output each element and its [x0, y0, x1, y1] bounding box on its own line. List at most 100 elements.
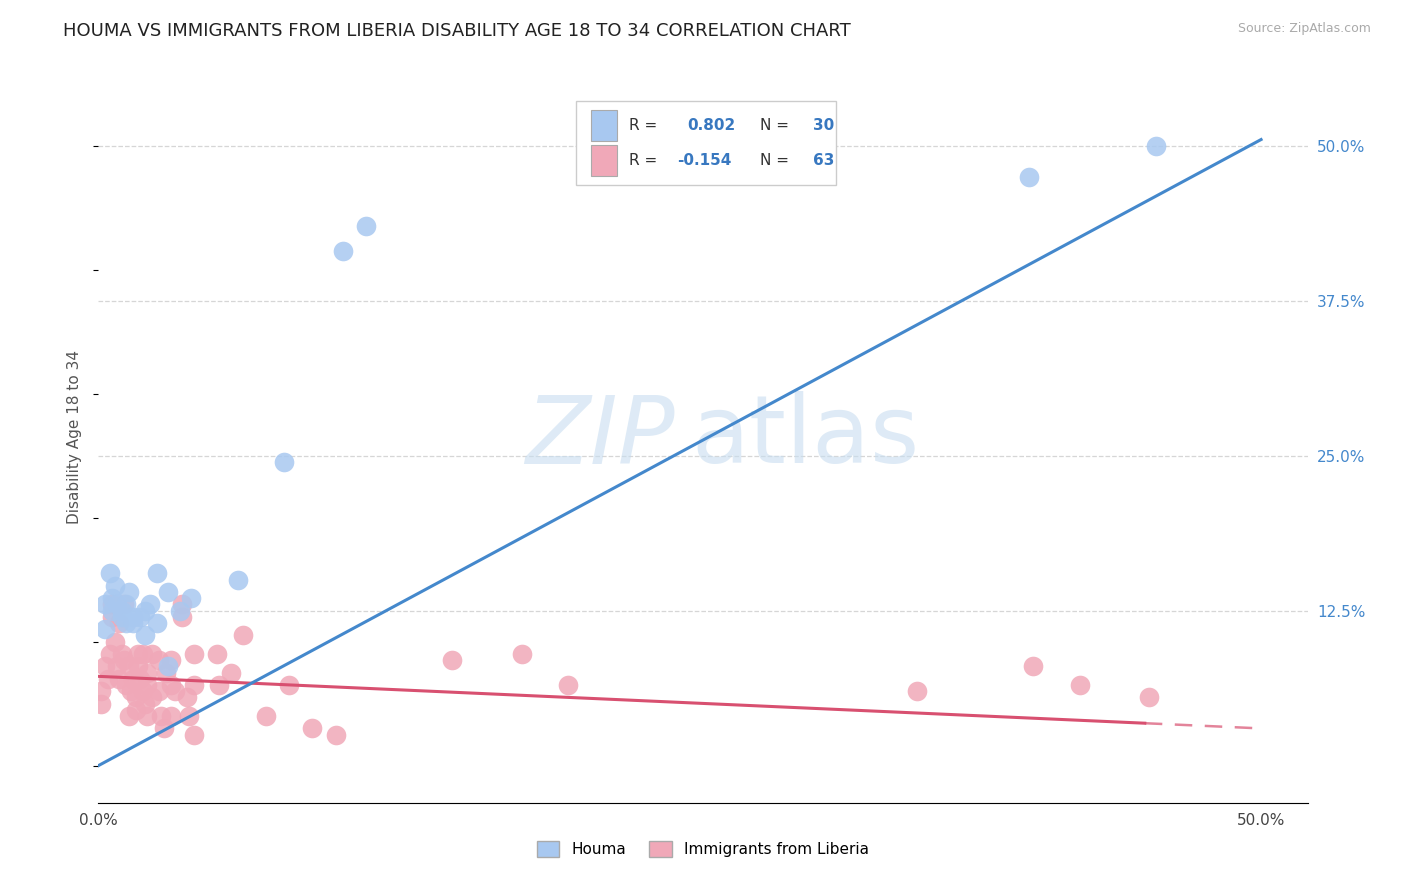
Point: [124, 703, 146, 717]
Point: [148, 653, 170, 667]
Point: [183, 728, 205, 742]
Point: [172, 610, 194, 624]
Point: [131, 647, 153, 661]
Point: [159, 709, 181, 723]
Point: [354, 219, 377, 234]
Point: [155, 665, 177, 680]
Point: [557, 678, 579, 692]
Point: [108, 672, 131, 686]
Point: [157, 585, 180, 599]
Point: [118, 709, 141, 723]
Point: [120, 684, 142, 698]
Point: [115, 615, 138, 630]
Point: [219, 665, 242, 680]
Point: [101, 604, 124, 618]
Point: [127, 647, 149, 661]
Point: [104, 579, 127, 593]
Point: [510, 647, 533, 661]
Text: atlas: atlas: [692, 391, 920, 483]
Bar: [591, 110, 617, 141]
Point: [90, 697, 112, 711]
Point: [148, 684, 170, 698]
Point: [131, 684, 153, 698]
Point: [108, 615, 131, 630]
Point: [124, 690, 146, 705]
Point: [159, 678, 181, 692]
Point: [169, 604, 191, 618]
Point: [122, 615, 145, 630]
Point: [138, 598, 160, 612]
Point: [180, 591, 202, 606]
Text: 30: 30: [813, 118, 834, 133]
Point: [1146, 138, 1168, 153]
Text: Source: ZipAtlas.com: Source: ZipAtlas.com: [1237, 22, 1371, 36]
Text: 0.802: 0.802: [688, 118, 735, 133]
Point: [94, 659, 117, 673]
Point: [226, 573, 249, 587]
Point: [152, 722, 174, 736]
Text: N =: N =: [759, 118, 794, 133]
Point: [1139, 690, 1161, 705]
Text: R =: R =: [630, 118, 662, 133]
Point: [122, 672, 145, 686]
Point: [150, 709, 173, 723]
Point: [136, 678, 159, 692]
Point: [1069, 678, 1091, 692]
Point: [115, 678, 138, 692]
Point: [301, 722, 323, 736]
Point: [111, 647, 134, 661]
Point: [278, 678, 301, 692]
Point: [127, 659, 149, 673]
Point: [440, 653, 463, 667]
Point: [208, 678, 231, 692]
Point: [254, 709, 277, 723]
Point: [183, 678, 205, 692]
Point: [98, 566, 121, 581]
Point: [145, 615, 167, 630]
Point: [104, 634, 127, 648]
Text: -0.154: -0.154: [678, 153, 733, 168]
Point: [1022, 659, 1045, 673]
Point: [112, 653, 135, 667]
Point: [118, 585, 141, 599]
Point: [90, 684, 112, 698]
Point: [905, 684, 928, 698]
Point: [183, 647, 205, 661]
Point: [98, 647, 121, 661]
Point: [101, 591, 124, 606]
Point: [145, 566, 167, 581]
Text: N =: N =: [759, 153, 794, 168]
Point: [129, 610, 152, 624]
Point: [105, 598, 128, 612]
Text: 63: 63: [813, 153, 834, 168]
Point: [141, 690, 163, 705]
Text: ZIP: ZIP: [526, 392, 675, 483]
Point: [97, 672, 120, 686]
Point: [273, 455, 295, 469]
Point: [176, 690, 198, 705]
Point: [165, 684, 187, 698]
Point: [134, 604, 156, 618]
Point: [94, 598, 117, 612]
Point: [141, 647, 163, 661]
Point: [332, 244, 354, 259]
Point: [115, 598, 138, 612]
Text: HOUMA VS IMMIGRANTS FROM LIBERIA DISABILITY AGE 18 TO 34 CORRELATION CHART: HOUMA VS IMMIGRANTS FROM LIBERIA DISABIL…: [63, 22, 851, 40]
Point: [129, 672, 152, 686]
Point: [134, 697, 156, 711]
Y-axis label: Disability Age 18 to 34: Disability Age 18 to 34: [67, 350, 83, 524]
Legend: Houma, Immigrants from Liberia: Houma, Immigrants from Liberia: [537, 841, 869, 857]
Point: [101, 610, 124, 624]
Point: [111, 604, 134, 618]
Point: [232, 628, 254, 642]
Text: R =: R =: [630, 153, 662, 168]
Bar: [591, 145, 617, 176]
Point: [325, 728, 347, 742]
Point: [122, 610, 145, 624]
Point: [1018, 169, 1040, 184]
FancyBboxPatch shape: [576, 101, 837, 185]
Point: [94, 622, 117, 636]
Point: [136, 665, 159, 680]
Point: [136, 709, 159, 723]
Point: [157, 659, 180, 673]
